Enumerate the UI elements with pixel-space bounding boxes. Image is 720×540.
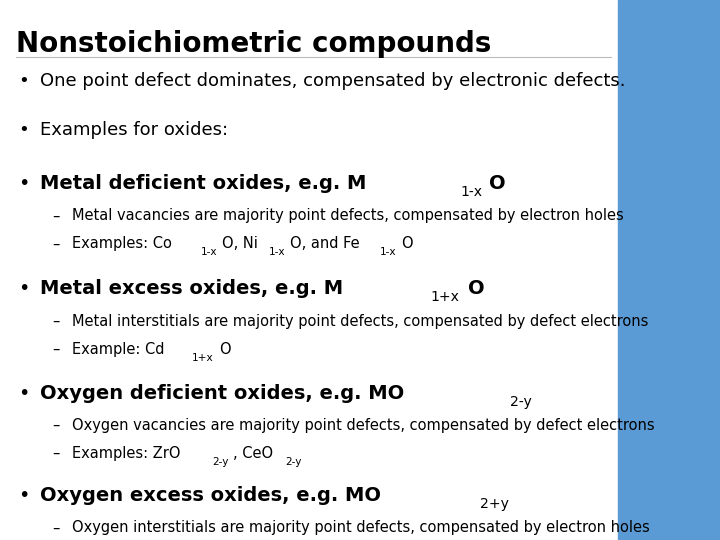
Text: O: O	[220, 342, 231, 357]
Text: 2-y: 2-y	[510, 395, 531, 409]
Text: Examples: ZrO: Examples: ZrO	[72, 446, 181, 461]
Text: O, Ni: O, Ni	[222, 237, 258, 252]
Text: •: •	[18, 72, 29, 90]
Text: 1-x: 1-x	[461, 185, 482, 199]
Text: •: •	[18, 383, 30, 402]
Text: Metal vacancies are majority point defects, compensated by electron holes: Metal vacancies are majority point defec…	[72, 208, 624, 224]
Text: •: •	[18, 121, 29, 139]
Text: •: •	[18, 486, 30, 505]
Text: –: –	[52, 208, 59, 224]
Text: Metal interstitials are majority point defects, compensated by defect electrons: Metal interstitials are majority point d…	[72, 314, 649, 329]
Text: Nonstoichiometric compounds: Nonstoichiometric compounds	[16, 30, 491, 58]
Text: Oxygen vacancies are majority point defects, compensated by defect electrons: Oxygen vacancies are majority point defe…	[72, 418, 654, 433]
Text: 1-x: 1-x	[269, 247, 285, 258]
Text: 1+x: 1+x	[192, 353, 213, 363]
Text: 1-x: 1-x	[380, 247, 397, 258]
Text: 2-y: 2-y	[212, 457, 228, 467]
Text: Oxygen interstitials are majority point defects, compensated by electron holes: Oxygen interstitials are majority point …	[72, 521, 649, 536]
Text: 2-y: 2-y	[285, 457, 302, 467]
Text: 1+x: 1+x	[431, 291, 459, 305]
Text: Example: Cd: Example: Cd	[72, 342, 164, 357]
Text: One point defect dominates, compensated by electronic defects.: One point defect dominates, compensated …	[40, 72, 625, 90]
Text: O, and Fe: O, and Fe	[290, 237, 360, 252]
Text: Oxygen deficient oxides, e.g. MO: Oxygen deficient oxides, e.g. MO	[40, 383, 404, 402]
Text: –: –	[52, 342, 59, 357]
Text: –: –	[52, 446, 59, 461]
Text: Examples: Co: Examples: Co	[72, 237, 172, 252]
Text: –: –	[52, 418, 59, 433]
Text: O: O	[401, 237, 413, 252]
Text: –: –	[52, 521, 59, 536]
Text: O: O	[489, 174, 505, 193]
Text: •: •	[18, 174, 30, 193]
Text: 1-x: 1-x	[201, 247, 217, 258]
Text: Metal deficient oxides, e.g. M: Metal deficient oxides, e.g. M	[40, 174, 366, 193]
Text: , CeO: , CeO	[233, 446, 274, 461]
Text: O: O	[468, 279, 485, 298]
Text: •: •	[18, 279, 30, 298]
Text: Oxygen excess oxides, e.g. MO: Oxygen excess oxides, e.g. MO	[40, 486, 381, 505]
Text: –: –	[52, 237, 59, 252]
Text: Metal excess oxides, e.g. M: Metal excess oxides, e.g. M	[40, 279, 343, 298]
Text: Examples for oxides:: Examples for oxides:	[40, 121, 228, 139]
Text: 2+y: 2+y	[480, 497, 508, 511]
Bar	[618, 0, 720, 540]
Text: –: –	[52, 314, 59, 329]
